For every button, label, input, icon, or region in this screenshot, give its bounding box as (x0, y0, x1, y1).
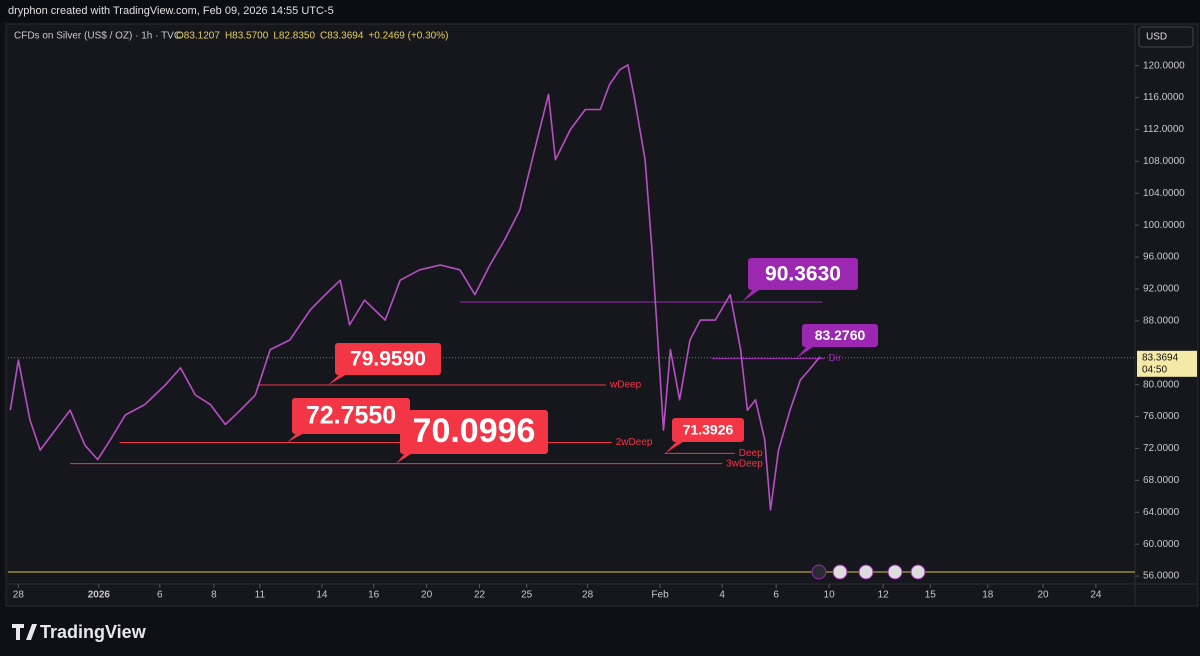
x-tick-label: 28 (582, 590, 594, 601)
level-label: 70.0996 (413, 412, 536, 450)
x-tick-label: 6 (157, 590, 163, 601)
last-price-label: 83.3694 (1142, 352, 1179, 363)
y-tick-label: 92.0000 (1143, 284, 1180, 295)
label-box (748, 258, 858, 290)
y-tick-label: 96.0000 (1143, 252, 1180, 263)
logo-icon (12, 624, 37, 640)
label-box (400, 410, 548, 454)
label-pointer (796, 345, 816, 359)
label-box (802, 324, 878, 347)
event-icons (811, 564, 926, 580)
countdown: 04:50 (1142, 364, 1167, 375)
level-name: 3wDeep (726, 458, 763, 469)
x-tick-label: 2026 (88, 590, 111, 601)
x-tick-label: 24 (1090, 590, 1102, 601)
chart-panel (5, 23, 1199, 607)
x-tick-label: 8 (211, 590, 217, 601)
y-tick-label: 80.0000 (1143, 379, 1180, 390)
x-tick-label: 16 (368, 590, 380, 601)
y-tick-label: 108.0000 (1143, 156, 1185, 167)
y-tick-label: 104.0000 (1143, 188, 1185, 199)
currency-button[interactable] (1138, 26, 1194, 48)
y-tick-label: 56.0000 (1143, 571, 1180, 582)
x-tick-label: 22 (474, 590, 486, 601)
x-tick-label: 28 (13, 590, 25, 601)
price-line (9, 64, 821, 511)
x-tick-label: 18 (982, 590, 994, 601)
footer-bar (0, 607, 1200, 656)
ohlc-value: L82.8350 (273, 31, 315, 42)
x-tick-label: 20 (421, 590, 433, 601)
level-label: 72.7550 (306, 402, 396, 430)
label-pointer (665, 440, 686, 454)
x-tick-label: 14 (316, 590, 328, 601)
y-tick-label: 76.0000 (1143, 411, 1180, 422)
level-label: 71.3926 (683, 422, 734, 438)
x-tick-label: 10 (824, 590, 836, 601)
level-name: Dir (829, 353, 842, 364)
level-name: Deep (739, 448, 763, 459)
x-tick-label: 25 (521, 590, 533, 601)
label-box (292, 398, 410, 434)
ohlc: O83.1207 H83.5700 L82.8350 C83.3694 +0.2469 … (176, 31, 448, 42)
footer-logo: TradingView (40, 622, 147, 642)
header: dryphon created with TradingView.com, Fe… (8, 5, 334, 17)
x-tick-label: 6 (773, 590, 779, 601)
y-tick-label: 116.0000 (1143, 92, 1184, 103)
y-tick-label: 68.0000 (1143, 475, 1180, 486)
label-pointer (328, 373, 349, 386)
level-label: 90.3630 (765, 263, 841, 286)
label-box (672, 418, 744, 442)
x-tick-label: 20 (1037, 590, 1049, 601)
ohlc-value: C83.3694 (320, 31, 364, 42)
ohlc-value: +0.2469 (+0.30%) (368, 31, 448, 42)
label-box (335, 343, 441, 375)
symbol: CFDs on Silver (US$ / OZ) · 1h · TVC (14, 31, 181, 42)
y-tick-label: 64.0000 (1143, 507, 1180, 518)
y-tick-label: 72.0000 (1143, 443, 1180, 454)
ohlc-value: O83.1207 (176, 31, 220, 42)
x-tick-label: 11 (255, 590, 266, 601)
label-pointer (396, 452, 414, 464)
level-label: 79.9590 (350, 348, 426, 371)
level-label: 83.2760 (815, 327, 866, 343)
label-pointer (742, 288, 762, 303)
x-tick-label: 15 (925, 590, 937, 601)
x-tick-label: 12 (878, 590, 890, 601)
header-bar (0, 0, 1200, 22)
level-name: 2wDeep (616, 437, 653, 448)
level-name: wDeep (609, 380, 642, 391)
y-tick-label: 60.0000 (1143, 539, 1180, 550)
currency: USD (1146, 32, 1167, 43)
y-tick-label: 100.0000 (1143, 220, 1185, 231)
x-tick-label: 4 (719, 590, 725, 601)
y-tick-label: 120.0000 (1143, 60, 1185, 71)
last-price-tag (1137, 350, 1197, 377)
y-tick-label: 112.0000 (1143, 124, 1184, 135)
x-tick-label: Feb (651, 590, 669, 601)
y-tick-label: 88.0000 (1143, 316, 1180, 327)
label-pointer (287, 432, 306, 443)
ohlc-value: H83.5700 (225, 31, 269, 42)
